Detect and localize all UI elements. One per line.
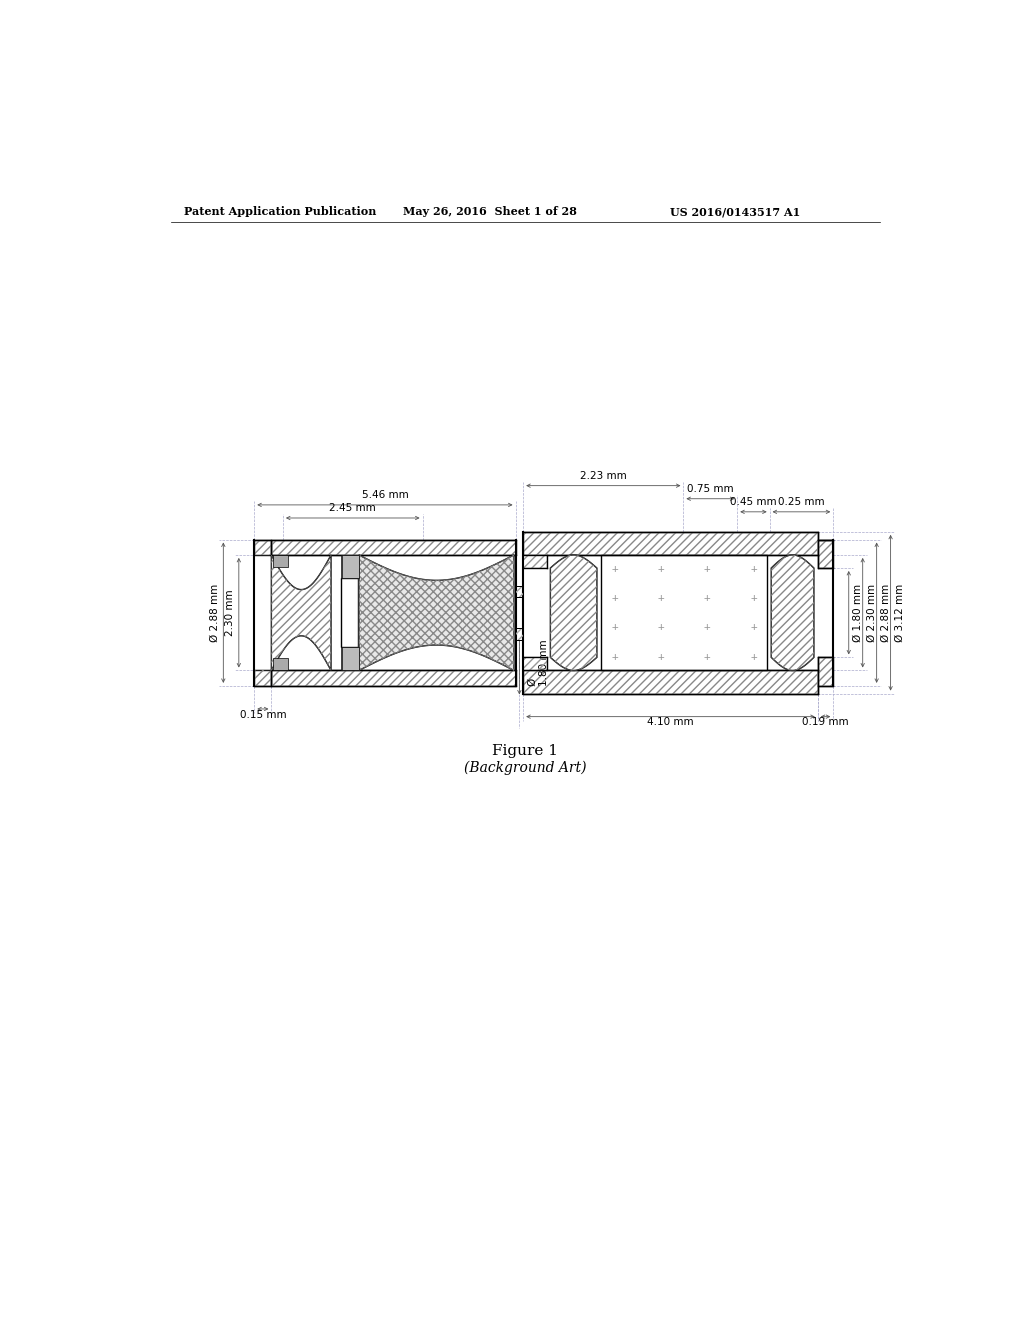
Bar	[601, 554, 767, 671]
Bar	[254, 540, 271, 554]
Bar	[341, 578, 358, 647]
Text: +: +	[750, 593, 757, 603]
Bar	[515, 628, 523, 640]
Bar	[342, 554, 359, 578]
Bar	[523, 554, 547, 568]
Text: 4.10 mm: 4.10 mm	[647, 718, 694, 727]
Bar	[818, 540, 834, 568]
Text: 0.75 mm: 0.75 mm	[687, 484, 733, 494]
Text: Ø 3.12 mm: Ø 3.12 mm	[895, 583, 904, 642]
Text: +: +	[703, 564, 711, 574]
Bar	[254, 671, 271, 686]
Polygon shape	[771, 554, 814, 671]
Text: +: +	[611, 622, 618, 632]
Text: Ø 2.30 mm: Ø 2.30 mm	[866, 583, 877, 642]
Polygon shape	[271, 554, 331, 671]
Polygon shape	[359, 554, 514, 671]
Text: +: +	[750, 652, 757, 661]
Bar	[273, 554, 289, 568]
Text: 2.23 mm: 2.23 mm	[580, 471, 627, 480]
Bar	[273, 659, 289, 671]
Text: US 2016/0143517 A1: US 2016/0143517 A1	[671, 206, 801, 218]
Text: Ø 2.88 mm: Ø 2.88 mm	[881, 583, 891, 642]
Bar	[254, 671, 271, 686]
Bar	[523, 532, 818, 554]
Bar	[342, 647, 359, 671]
Bar	[523, 671, 818, 693]
Bar	[523, 532, 818, 554]
Bar	[523, 671, 818, 693]
Bar	[271, 671, 515, 686]
Text: +: +	[611, 564, 618, 574]
Bar	[515, 628, 523, 640]
Text: Ø 1.80 mm: Ø 1.80 mm	[853, 583, 862, 642]
Text: 0.19 mm: 0.19 mm	[802, 718, 849, 727]
Text: Figure 1: Figure 1	[492, 743, 558, 758]
Text: +: +	[750, 564, 757, 574]
Text: 0.15 mm: 0.15 mm	[240, 710, 286, 719]
Text: 2.45 mm: 2.45 mm	[330, 503, 376, 513]
Bar	[271, 540, 515, 554]
Bar	[271, 671, 515, 686]
Bar	[818, 540, 834, 568]
Bar	[515, 586, 523, 598]
Text: +: +	[657, 622, 665, 632]
Text: 5.46 mm: 5.46 mm	[361, 490, 409, 500]
Polygon shape	[550, 554, 597, 671]
Bar	[254, 540, 271, 554]
Text: +: +	[657, 593, 665, 603]
Text: +: +	[657, 652, 665, 661]
Bar	[341, 647, 358, 671]
Text: May 26, 2016  Sheet 1 of 28: May 26, 2016 Sheet 1 of 28	[403, 206, 577, 218]
Bar	[818, 657, 834, 686]
Text: 0.45 mm: 0.45 mm	[730, 498, 777, 507]
Text: +: +	[611, 652, 618, 661]
Text: +: +	[657, 564, 665, 574]
Bar	[341, 554, 358, 578]
Text: Ø
1.80 mm: Ø 1.80 mm	[527, 639, 549, 686]
Bar	[271, 540, 515, 554]
Text: +: +	[703, 622, 711, 632]
Bar	[818, 657, 834, 686]
Text: +: +	[703, 593, 711, 603]
Bar	[523, 554, 547, 568]
Bar	[515, 586, 523, 598]
Bar	[523, 657, 547, 671]
Text: +: +	[611, 593, 618, 603]
Text: 2.30 mm: 2.30 mm	[225, 590, 234, 636]
Text: +: +	[703, 652, 711, 661]
Text: (Background Art): (Background Art)	[464, 760, 586, 775]
Text: +: +	[750, 622, 757, 632]
Text: 0.25 mm: 0.25 mm	[778, 498, 824, 507]
Text: Ø 2.88 mm: Ø 2.88 mm	[210, 583, 219, 642]
Bar	[523, 657, 547, 671]
Text: Patent Application Publication: Patent Application Publication	[183, 206, 376, 218]
